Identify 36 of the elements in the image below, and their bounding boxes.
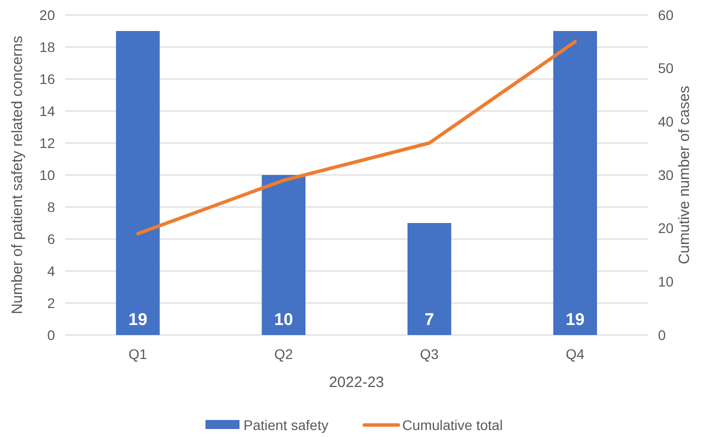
y-tick-label: 20	[39, 6, 56, 23]
data-label: 10	[274, 310, 294, 329]
line-series	[136, 40, 577, 236]
data-label: 19	[566, 310, 585, 329]
x-axis-title: 2022-23	[328, 374, 384, 391]
y2-tick-label: 50	[658, 60, 674, 76]
y2-tick-label: 60	[658, 6, 674, 23]
y-tick-label: 16	[39, 70, 56, 87]
y-axis-title: Number of patient safety related concerns	[9, 36, 26, 314]
y-tick-label: 18	[39, 38, 56, 55]
y2-tick-label: 10	[658, 274, 674, 290]
y2-tick-label: 40	[658, 114, 674, 130]
x-tick-label: Q1	[128, 346, 148, 362]
y-tick-label: 4	[47, 262, 56, 279]
data-label: 19	[128, 310, 148, 329]
y2-tick-label: 30	[658, 166, 674, 183]
y-tick-label: 6	[47, 230, 56, 247]
x-tick-label: Q2	[274, 346, 294, 362]
y-tick-label: 14	[39, 102, 56, 119]
bar	[553, 31, 597, 335]
y2-tick-label: 20	[658, 220, 674, 236]
x-tick-label: Q3	[420, 346, 439, 362]
legend-label: Patient safety	[244, 416, 328, 433]
x-tick-label: Q4	[566, 346, 585, 362]
data-label: 7	[424, 310, 434, 329]
y-tick-label: 0	[47, 326, 56, 343]
y-tick-label: 10	[39, 166, 56, 183]
y-tick-label: 2	[47, 294, 56, 311]
legend-label: Cumulative total	[402, 416, 503, 433]
bar	[116, 31, 160, 335]
y2-tick-label: 0	[658, 326, 666, 343]
bar	[408, 223, 452, 335]
bar	[262, 175, 306, 335]
y-tick-label: 12	[39, 134, 56, 151]
y-tick-label: 8	[47, 198, 56, 215]
y2-axis-title: Cumutive number of cases	[676, 86, 693, 264]
